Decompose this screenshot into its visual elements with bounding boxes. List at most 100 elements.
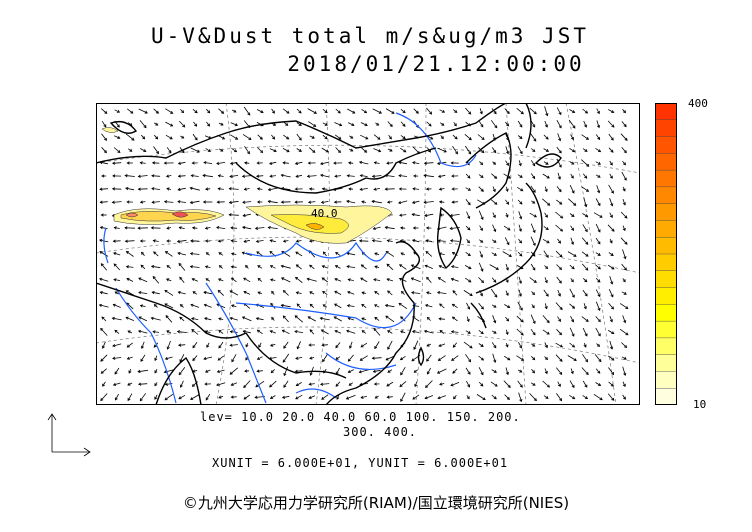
wind-arrow (255, 227, 265, 229)
wind-arrow-head (143, 149, 147, 152)
wind-arrow (492, 315, 496, 323)
wind-arrow (504, 237, 510, 245)
wind-arrow (218, 108, 224, 114)
wind-arrow (100, 393, 108, 401)
wind-arrow-head (597, 161, 601, 165)
wind-arrow (180, 380, 184, 388)
map-frame (96, 103, 640, 405)
wind-arrow (439, 253, 445, 255)
colorbar-cell (655, 287, 677, 305)
wind-arrow (140, 201, 146, 203)
dust-hotspot-1 (125, 212, 139, 218)
wind-arrow (570, 134, 574, 140)
wind-arrow (518, 289, 522, 297)
wind-arrow-head (481, 150, 485, 154)
wind-arrow-head (204, 265, 209, 269)
wind-arrow (165, 108, 173, 114)
wind-arrow (218, 330, 224, 334)
wind-arrow (336, 394, 340, 400)
wind-arrow-head (384, 304, 389, 308)
wind-arrow-head (139, 239, 143, 243)
wind-arrow-head (205, 252, 209, 256)
wind-arrow-head (311, 135, 315, 139)
wind-arrow (438, 355, 446, 361)
wind-arrow-head (376, 122, 380, 126)
wind-arrow-head (234, 123, 238, 127)
wind-arrow-head (245, 264, 249, 269)
wind-arrow-head (273, 122, 277, 126)
wind-arrow-head (374, 395, 378, 399)
wind-arrow-head (351, 123, 355, 126)
wind-arrow (282, 108, 290, 114)
wind-arrow-head (545, 113, 549, 117)
wind-arrow (268, 200, 278, 204)
wind-arrow-head (113, 278, 117, 282)
wind-arrow (360, 277, 368, 283)
wind-arrow (152, 291, 160, 295)
wind-arrow (582, 327, 588, 337)
wind-arrow-head (308, 382, 312, 386)
wind-arrow-head (295, 356, 299, 360)
wind-arrow-head (467, 175, 471, 179)
wind-arrow-head (585, 371, 589, 376)
wind-arrow-head (438, 187, 443, 191)
wind-arrow-head (308, 395, 312, 399)
wind-arrow (465, 330, 471, 334)
wind-arrow-head (321, 187, 325, 191)
wind-arrow (230, 331, 238, 333)
wind-arrow-head (374, 252, 378, 256)
wind-arrow-head (100, 398, 104, 402)
wind-arrow (581, 134, 589, 140)
wind-arrow-head (467, 227, 471, 231)
wind-arrow (320, 383, 330, 385)
wind-arrow (308, 316, 316, 322)
wind-arrow (569, 394, 575, 400)
grid-line (315, 103, 330, 405)
dust-plume-west-core (120, 211, 217, 222)
wind-arrow (231, 382, 237, 386)
wind-arrow (308, 121, 316, 127)
wind-arrow-head (468, 151, 472, 155)
wind-arrow-head (585, 253, 589, 257)
wind-arrow-head (241, 174, 246, 178)
colorbar-max-label: 400 (688, 97, 708, 110)
wind-arrow (609, 212, 613, 218)
wind-arrow-head (399, 357, 404, 361)
wind-arrow-head (138, 291, 142, 295)
wind-arrow (569, 147, 575, 153)
wind-arrow (505, 290, 509, 296)
wind-arrow-head (179, 384, 183, 388)
wind-arrow (348, 354, 354, 362)
colorbar-min-label: 10 (693, 398, 707, 411)
wind-arrow-head (584, 384, 588, 388)
wind-arrow (621, 263, 627, 271)
wind-arrow-head (391, 111, 395, 114)
wind-arrow-head (151, 200, 155, 204)
wind-arrow-head (298, 137, 302, 141)
wind-arrow-head (364, 123, 368, 127)
wind-arrow-head (387, 346, 391, 350)
wind-arrow-head (436, 370, 441, 374)
wind-arrow (570, 225, 574, 231)
wind-arrow (530, 328, 536, 336)
wind-arrow (114, 135, 120, 139)
wind-arrow (349, 341, 353, 349)
wind-arrow (154, 134, 158, 140)
wind-arrow-head (597, 202, 601, 207)
wind-arrow-head (398, 302, 402, 306)
wind-arrow-head (505, 292, 509, 297)
wind-arrow-head (507, 384, 511, 388)
wind-arrow (231, 266, 237, 268)
wind-arrow-head (505, 331, 509, 336)
wind-arrow-head (231, 359, 235, 363)
wind-arrow-head (412, 226, 416, 230)
wind-arrow-head (426, 371, 430, 375)
wind-arrow-head (560, 215, 564, 219)
wind-arrow-head (572, 110, 576, 113)
wind-arrow-head (294, 276, 299, 280)
wind-arrow (295, 394, 303, 400)
wind-arrow-head (334, 303, 338, 307)
russia-coast (465, 132, 512, 209)
lat-lon-grid (96, 103, 640, 405)
wind-arrow (476, 394, 486, 400)
